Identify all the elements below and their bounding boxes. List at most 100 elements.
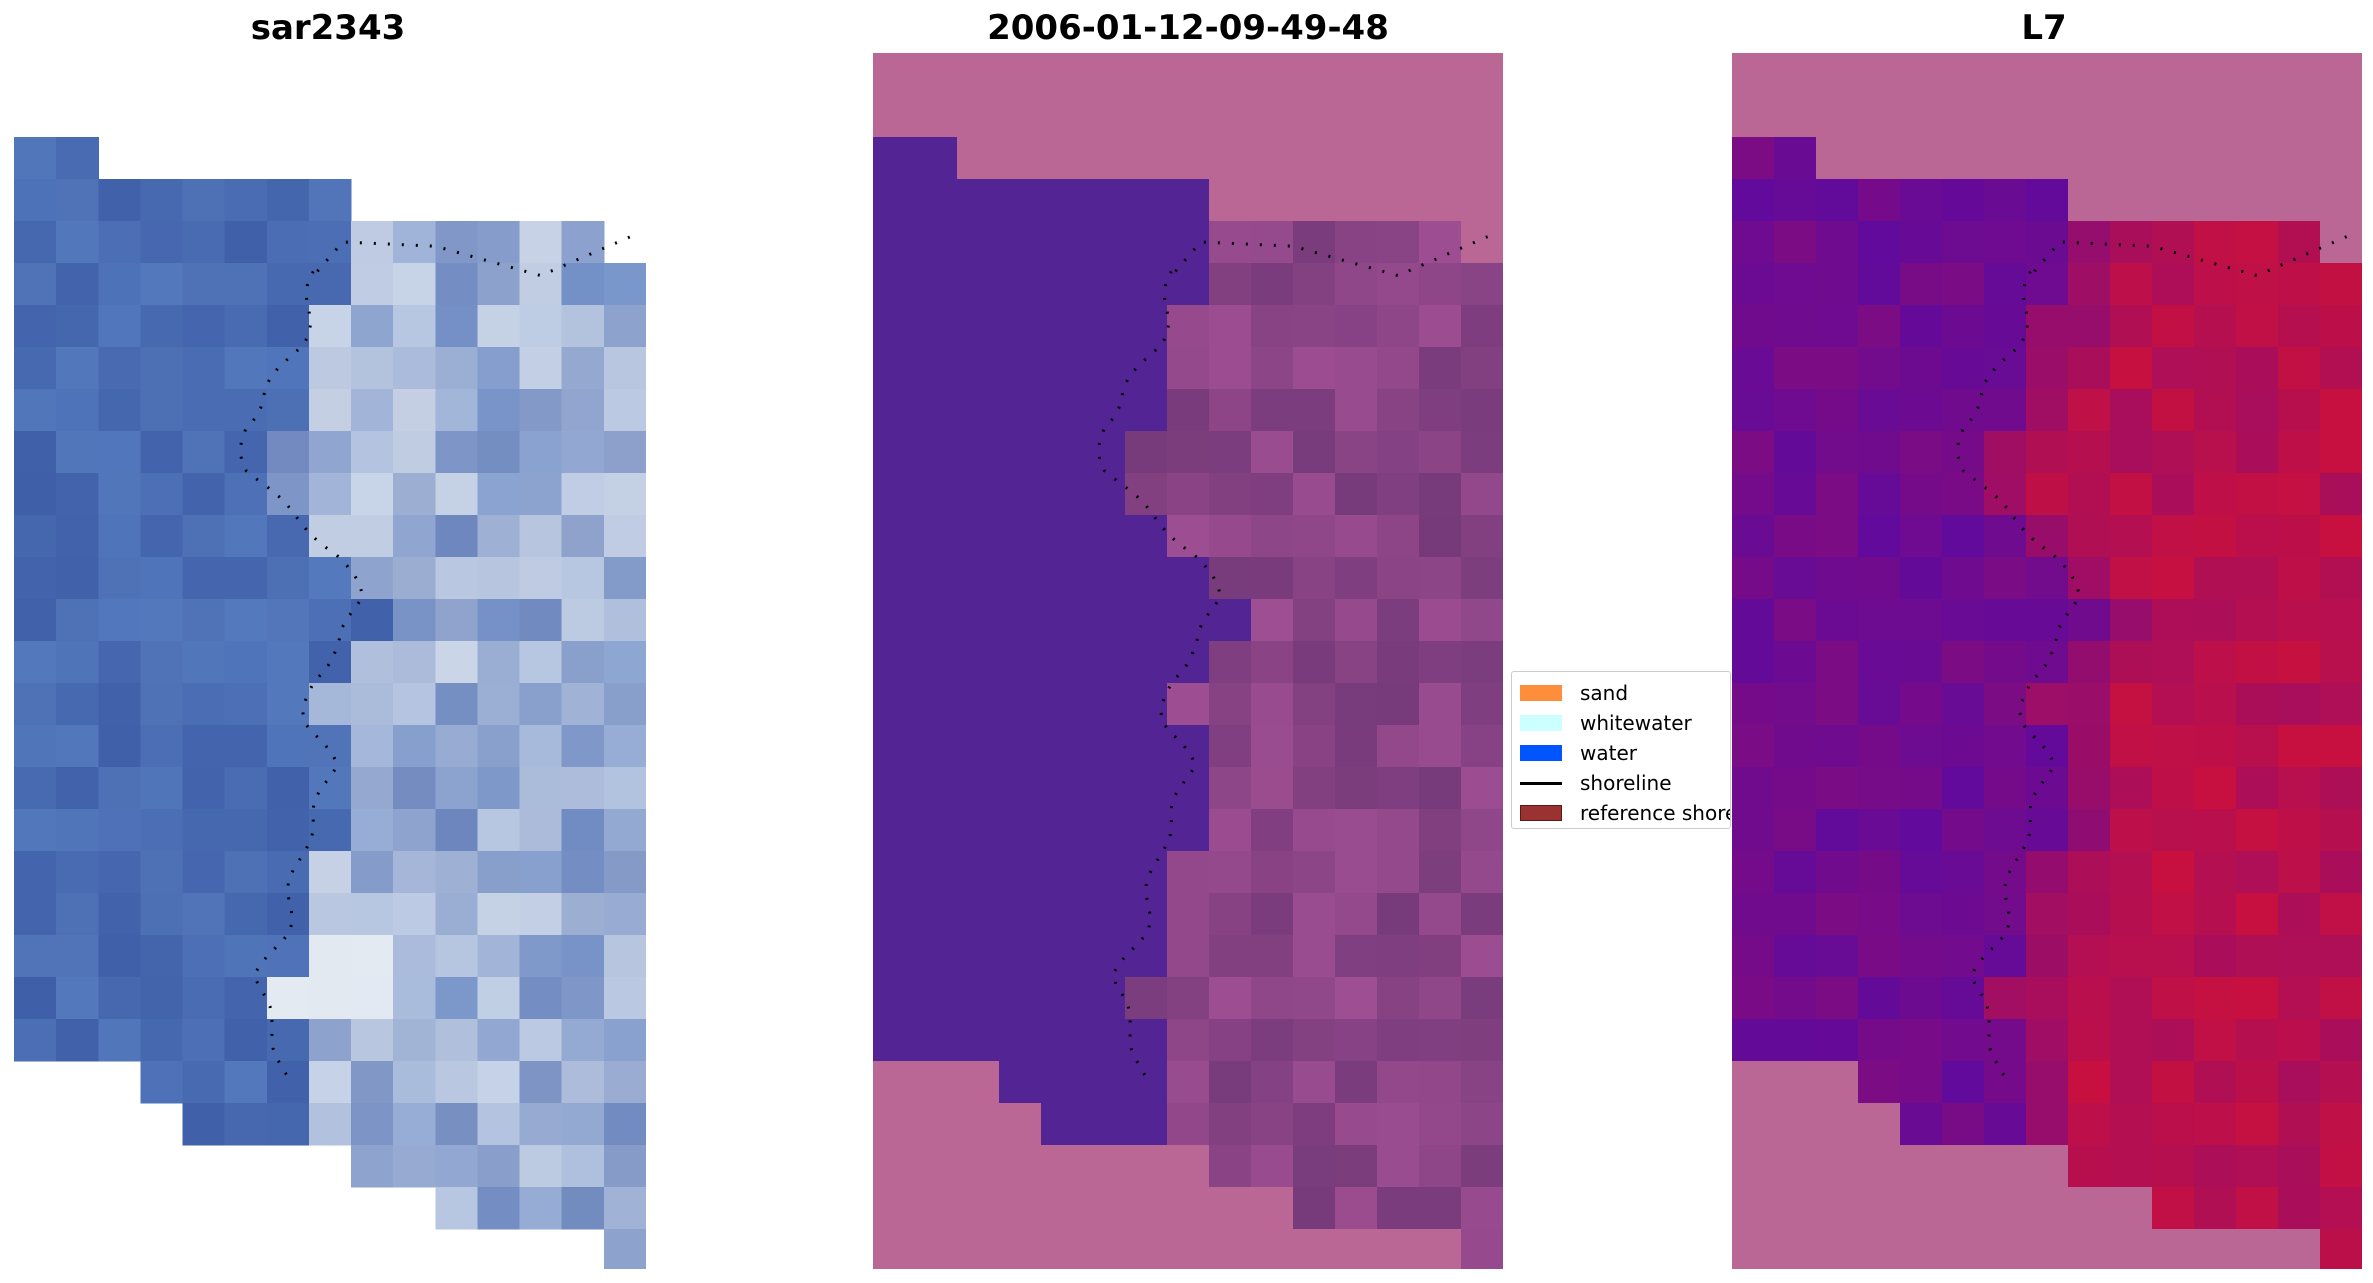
- pixel: [435, 893, 478, 936]
- pixel: [140, 305, 184, 348]
- pixel: [1984, 725, 2027, 768]
- pixel: [224, 179, 268, 222]
- pixel: [1125, 1187, 1168, 1230]
- pixel: [1167, 347, 1210, 390]
- pixel: [915, 473, 958, 516]
- pixel: [1335, 53, 1378, 96]
- pixel: [561, 1061, 605, 1104]
- pixel: [182, 179, 226, 222]
- pixel: [873, 893, 916, 936]
- pixel: [2110, 683, 2153, 726]
- pixel: [999, 1103, 1042, 1146]
- classified-image-panel: [873, 53, 1503, 1269]
- pixel: [1461, 935, 1503, 978]
- pixel: [56, 809, 99, 852]
- pixel: [435, 557, 478, 600]
- pixel: [1377, 767, 1420, 810]
- pixel: [561, 1019, 605, 1062]
- pixel: [1732, 683, 1775, 726]
- pixel: [1167, 221, 1210, 264]
- pixel: [1900, 137, 1943, 180]
- pixel: [2068, 641, 2111, 684]
- pixel: [1041, 893, 1084, 936]
- pixel: [1816, 809, 1859, 852]
- pixel: [915, 683, 958, 726]
- pixel: [957, 221, 1000, 264]
- pixel: [1167, 935, 1210, 978]
- pixel: [999, 977, 1042, 1020]
- pixel: [1900, 851, 1943, 894]
- pixel: [2152, 137, 2195, 180]
- pixel: [1774, 305, 1817, 348]
- pixel: [393, 1145, 436, 1188]
- pixel: [2278, 557, 2321, 600]
- pixel: [1293, 725, 1336, 768]
- pixel: [2194, 473, 2237, 516]
- pixel: [1041, 1229, 1084, 1269]
- pixel: [1774, 347, 1817, 390]
- pixel: [519, 221, 563, 264]
- pixel: [14, 767, 57, 810]
- legend-swatch-whitewater: [1520, 715, 1562, 731]
- pixel: [1209, 767, 1252, 810]
- pixel: [2152, 473, 2195, 516]
- pixel: [14, 977, 57, 1020]
- pixel: [2278, 515, 2321, 558]
- pixel: [477, 1103, 521, 1146]
- pixel: [2152, 683, 2195, 726]
- pixel: [519, 599, 563, 642]
- pixel: [1774, 683, 1817, 726]
- pixel: [1816, 1061, 1859, 1104]
- pixel: [2194, 599, 2237, 642]
- pixel: [56, 893, 99, 936]
- pixel: [2026, 179, 2069, 222]
- pixel: [308, 431, 352, 474]
- pixel: [2236, 431, 2279, 474]
- pixel: [1083, 1229, 1126, 1269]
- pixel: [1041, 1145, 1084, 1188]
- pixel: [1900, 389, 1943, 432]
- pixel: [1461, 221, 1503, 264]
- pixel: [2278, 893, 2321, 936]
- pixel: [2236, 767, 2279, 810]
- pixel: [2152, 893, 2195, 936]
- legend: sand whitewater water shoreline referenc…: [1511, 671, 1731, 829]
- pixel: [2320, 599, 2362, 642]
- legend-item-whitewater: whitewater: [1520, 708, 1730, 738]
- pixel: [2068, 95, 2111, 138]
- pixel: [98, 851, 141, 894]
- pixel: [1167, 977, 1210, 1020]
- pixel: [2320, 431, 2362, 474]
- pixel: [2068, 977, 2111, 1020]
- pixel: [98, 263, 141, 306]
- pixel: [1335, 473, 1378, 516]
- pixel: [2152, 1019, 2195, 1062]
- pixel: [999, 893, 1042, 936]
- pixel: [1041, 305, 1084, 348]
- pixel: [1858, 851, 1901, 894]
- pixel: [1774, 809, 1817, 852]
- pixel: [1041, 137, 1084, 180]
- pixel: [2236, 347, 2279, 390]
- pixel: [957, 347, 1000, 390]
- pixel: [1377, 305, 1420, 348]
- pixel: [435, 1145, 478, 1188]
- pixel: [1335, 179, 1378, 222]
- pixel: [2026, 1103, 2069, 1146]
- pixel: [957, 137, 1000, 180]
- pixel: [224, 473, 268, 516]
- pixel: [999, 347, 1042, 390]
- pixel: [266, 809, 310, 852]
- legend-label: sand: [1580, 681, 1629, 705]
- pixel: [603, 263, 646, 306]
- pixel: [1461, 977, 1503, 1020]
- pixel: [2110, 347, 2153, 390]
- pixel: [2278, 683, 2321, 726]
- pixel: [56, 179, 99, 222]
- pixel: [477, 347, 521, 390]
- pixel: [999, 1061, 1042, 1104]
- pixel: [915, 1019, 958, 1062]
- pixel: [1984, 809, 2027, 852]
- pixel: [1984, 179, 2027, 222]
- pixel: [1984, 683, 2027, 726]
